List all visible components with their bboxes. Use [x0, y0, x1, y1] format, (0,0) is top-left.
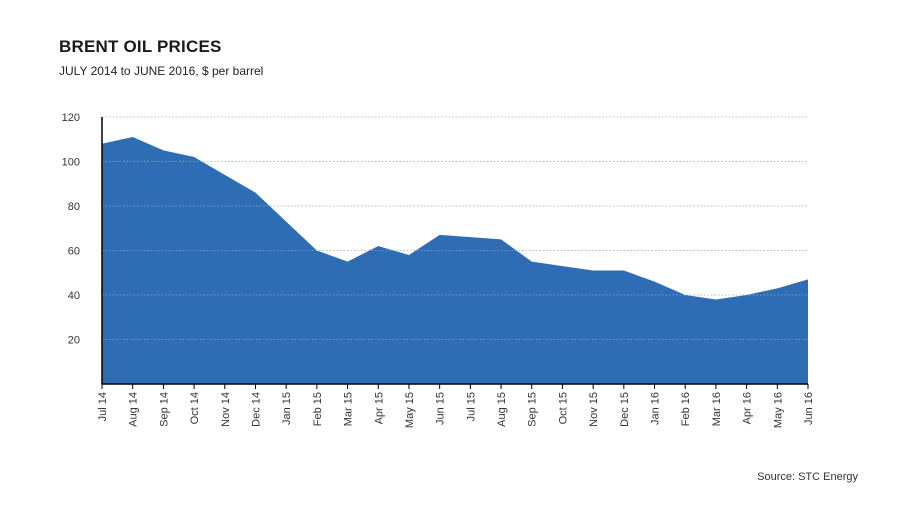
x-tick-label: Dec 14: [250, 392, 262, 427]
y-tick-label-100: 100: [62, 157, 80, 169]
x-tick-label: Nov 14: [220, 392, 232, 427]
x-tick-label: Jan 16: [650, 392, 662, 425]
x-tick-label: Mar 16: [711, 392, 723, 426]
x-tick-label: Nov 15: [588, 392, 600, 427]
x-tick-label: Apr 15: [373, 392, 385, 424]
x-tick-label: Aug 15: [496, 392, 508, 427]
x-tick-label: May 16: [772, 392, 784, 428]
price-area: [102, 137, 808, 384]
x-tick-label: Sep 14: [158, 392, 170, 427]
x-tick-label: May 15: [404, 392, 416, 428]
x-tick-label: Sep 15: [527, 392, 539, 427]
y-tick-label-40: 40: [68, 290, 80, 302]
x-tick-label: Jul 15: [465, 392, 477, 421]
x-tick-label: Feb 15: [312, 392, 324, 426]
x-tick-label: Jun 16: [803, 392, 815, 425]
x-tick-label: Aug 14: [128, 392, 140, 427]
chart-subtitle: JULY 2014 to JUNE 2016, $ per barrel: [59, 64, 264, 78]
x-tick-label: Jan 15: [281, 392, 293, 425]
x-tick-label: Oct 14: [189, 392, 201, 424]
x-tick-label: Apr 16: [742, 392, 754, 424]
y-tick-label-80: 80: [68, 201, 80, 213]
x-tick-label: Oct 15: [557, 392, 569, 424]
x-tick-label: Feb 16: [680, 392, 692, 426]
y-tick-label-20: 20: [68, 335, 80, 347]
x-tick-label: Mar 15: [343, 392, 355, 426]
y-tick-label-120: 120: [62, 112, 80, 124]
x-tick-label: Jun 15: [435, 392, 447, 425]
x-tick-label: Dec 15: [619, 392, 631, 427]
source-note: Source: STC Energy: [757, 471, 858, 483]
y-tick-label-60: 60: [68, 246, 80, 258]
x-tick-label: Jul 14: [97, 392, 109, 421]
chart-title: BRENT OIL PRICES: [59, 37, 222, 56]
